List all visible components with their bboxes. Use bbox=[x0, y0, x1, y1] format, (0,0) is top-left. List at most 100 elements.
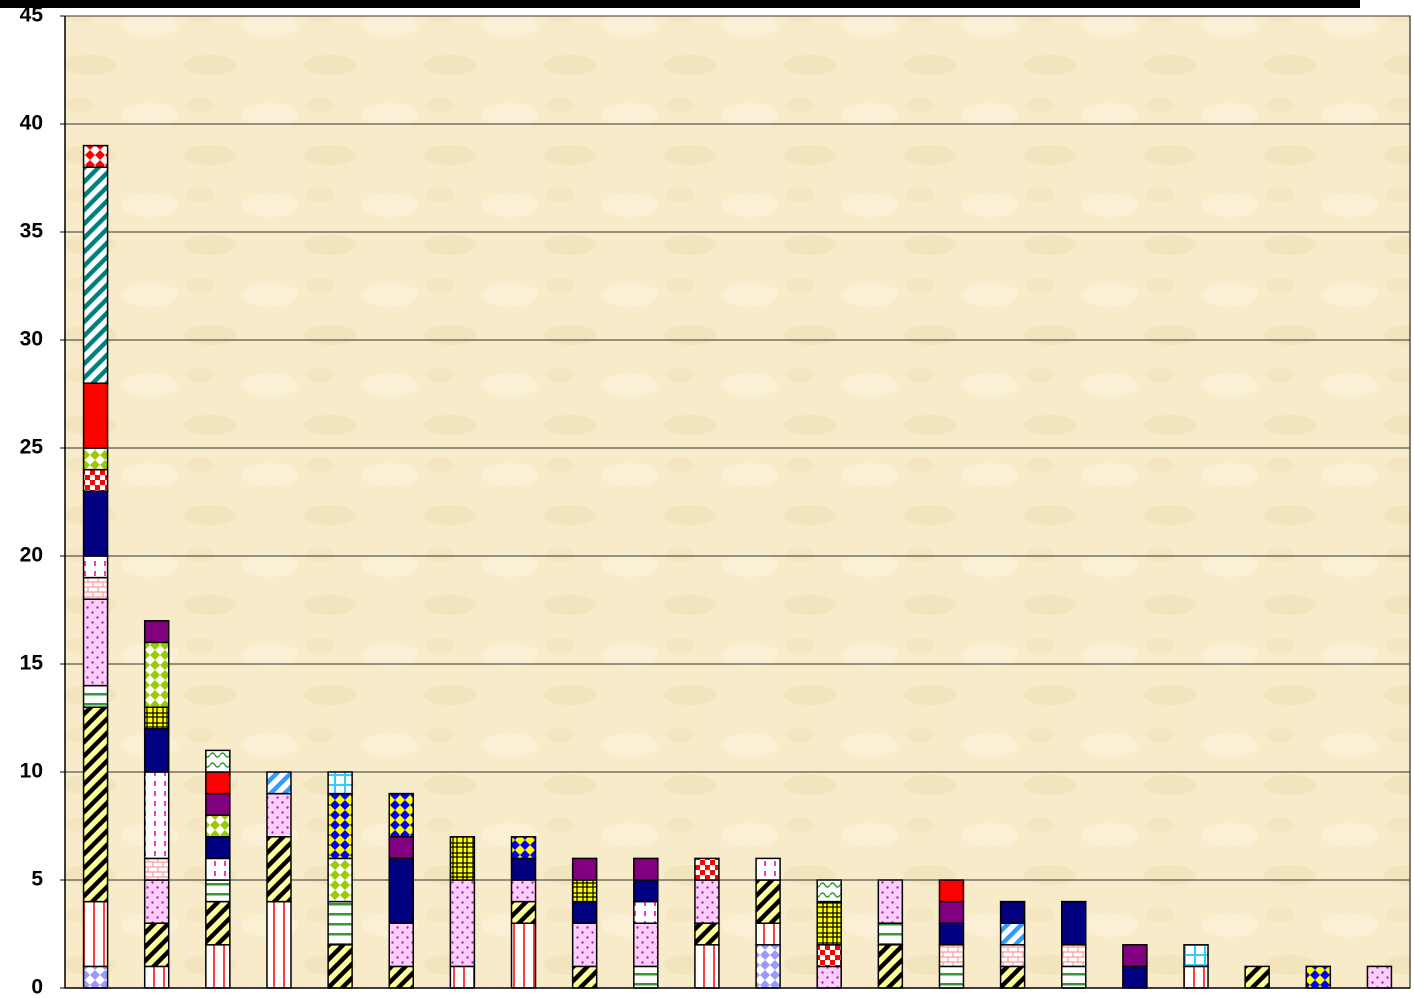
bar-segment bbox=[938, 944, 965, 968]
bar-segment bbox=[571, 922, 598, 968]
bar-segment bbox=[1061, 900, 1087, 946]
bar-segment bbox=[388, 836, 414, 860]
bar-segment bbox=[755, 922, 781, 946]
bar-segment bbox=[999, 944, 1026, 968]
bar-segment bbox=[694, 857, 720, 881]
y-tick-label: 40 bbox=[20, 112, 43, 135]
bar-segment bbox=[82, 447, 109, 471]
bar-segment bbox=[1061, 944, 1087, 968]
bar-segment bbox=[266, 900, 292, 989]
bar-segment bbox=[205, 836, 231, 860]
bar-segment bbox=[633, 922, 659, 968]
bar-segment bbox=[816, 900, 842, 946]
bar-segment bbox=[1305, 965, 1332, 989]
bar-segment bbox=[82, 382, 109, 449]
bar-segment bbox=[143, 728, 170, 773]
bar-segment bbox=[205, 900, 231, 946]
bar-segment bbox=[938, 879, 965, 903]
bar-segment bbox=[571, 900, 598, 924]
bar-segment bbox=[327, 771, 353, 795]
bar-segment bbox=[510, 879, 537, 903]
bar-segment bbox=[755, 879, 781, 924]
bar-segment bbox=[571, 857, 598, 881]
bar-segment bbox=[205, 857, 231, 881]
bar-segment bbox=[1183, 944, 1209, 968]
bar-segment bbox=[388, 922, 414, 968]
bar-segment bbox=[1122, 965, 1148, 989]
bar-segment bbox=[571, 965, 598, 989]
bar-segment bbox=[694, 944, 720, 989]
bar-segment bbox=[82, 490, 109, 557]
y-tick-label: 30 bbox=[20, 328, 43, 351]
bar-segment bbox=[877, 944, 904, 989]
bar-segment bbox=[633, 857, 659, 881]
bar-segment bbox=[388, 792, 414, 838]
y-tick-label: 5 bbox=[31, 868, 43, 891]
bar-segment bbox=[143, 641, 170, 708]
y-tick-label: 0 bbox=[31, 976, 43, 999]
bar-segment bbox=[1366, 965, 1393, 989]
bar-segment bbox=[388, 857, 414, 924]
bar-segment bbox=[266, 836, 292, 903]
bar-segment bbox=[449, 879, 476, 968]
bar-segment bbox=[633, 900, 659, 924]
bar-segment bbox=[510, 900, 537, 924]
bar-segment bbox=[1244, 965, 1270, 989]
y-tick-label: 45 bbox=[20, 4, 44, 27]
bar-segment bbox=[205, 814, 231, 838]
bar-segment bbox=[571, 879, 598, 903]
bar-segment bbox=[82, 576, 109, 600]
bar-segment bbox=[816, 965, 842, 989]
bar-segment bbox=[510, 857, 537, 881]
bar-segment bbox=[1122, 944, 1148, 968]
bar-segment bbox=[755, 944, 781, 989]
bar-segment bbox=[205, 792, 231, 816]
bar-segment bbox=[510, 922, 537, 989]
bar-segment bbox=[327, 944, 353, 989]
y-tick-label: 15 bbox=[20, 652, 44, 675]
bar-segment bbox=[143, 879, 170, 924]
bar-segment bbox=[143, 857, 170, 881]
window-edge bbox=[0, 0, 1360, 8]
bar-segment bbox=[816, 879, 842, 903]
bar-segment bbox=[694, 922, 720, 946]
bar-segment bbox=[205, 771, 231, 795]
bar-segment bbox=[82, 555, 109, 579]
bar-segment bbox=[633, 965, 659, 989]
bar-segment bbox=[999, 965, 1026, 989]
y-tick-label: 35 bbox=[20, 220, 44, 243]
bar-segment bbox=[999, 922, 1026, 946]
y-tick-label: 25 bbox=[20, 436, 44, 459]
bar-segment bbox=[633, 879, 659, 903]
bar-segment bbox=[877, 922, 904, 946]
bar-segment bbox=[205, 879, 231, 903]
bar-segment bbox=[1183, 965, 1209, 989]
bar-segment bbox=[205, 749, 231, 773]
bar-segment bbox=[82, 706, 109, 903]
bar-segment bbox=[143, 706, 170, 730]
bar-segment bbox=[82, 598, 109, 687]
bar-segment bbox=[694, 879, 720, 924]
bar-segment bbox=[143, 771, 170, 860]
bar-segment bbox=[1061, 965, 1087, 989]
bar-segment bbox=[205, 944, 231, 989]
bar-segment bbox=[143, 965, 170, 989]
bar-segment bbox=[143, 620, 170, 644]
bar-segment bbox=[755, 857, 781, 881]
bar-segment bbox=[816, 944, 842, 968]
bar-segment bbox=[449, 836, 476, 881]
bar-segment bbox=[327, 857, 353, 903]
y-tick-label: 10 bbox=[20, 760, 43, 783]
bar-segment bbox=[266, 771, 292, 795]
y-tick-label: 20 bbox=[20, 544, 43, 567]
bar-segment bbox=[82, 144, 109, 168]
bar-segment bbox=[938, 900, 965, 924]
bar-segment bbox=[938, 965, 965, 989]
bar-segment bbox=[327, 792, 353, 860]
bar-segment bbox=[82, 900, 109, 968]
bar-segment bbox=[510, 836, 537, 860]
bar-segment bbox=[327, 900, 353, 946]
bar-segment bbox=[999, 900, 1026, 924]
